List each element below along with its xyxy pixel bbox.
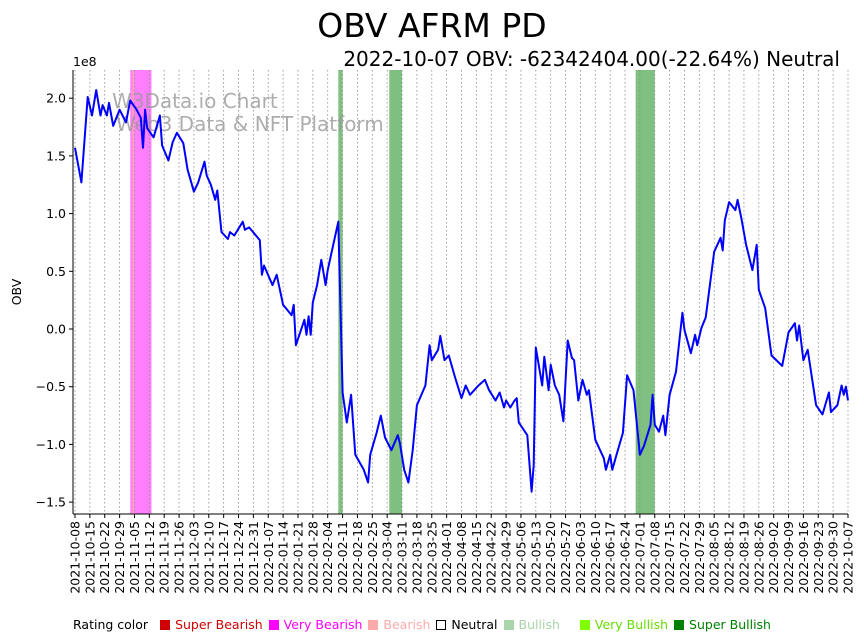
rating-band-very-bearish xyxy=(130,70,152,514)
legend-item: Super Bullish xyxy=(674,617,771,632)
x-tick-label: 2022-10-07 xyxy=(841,521,856,594)
x-tick-label: 2022-04-01 xyxy=(439,521,454,594)
y-tick-label: 0.0 xyxy=(46,322,66,337)
chart-title: OBV AFRM PD xyxy=(317,6,547,45)
legend-label: Rating color xyxy=(73,617,149,632)
legend-swatch xyxy=(368,619,379,630)
legend-swatch xyxy=(160,619,171,630)
legend-item-label: Bearish xyxy=(383,617,431,632)
y-tick-label: 0.5 xyxy=(46,264,66,279)
legend-item-label: Super Bullish xyxy=(689,617,771,632)
x-tick-label: 2022-03-11 xyxy=(395,521,410,594)
y-tick-label: 2.0 xyxy=(46,91,66,106)
legend-item: Very Bearish xyxy=(268,617,363,632)
x-tick-label: 2022-01-07 xyxy=(261,521,276,594)
legend-swatch xyxy=(674,619,685,630)
y-tick-label: −1.5 xyxy=(36,495,66,510)
x-tick-label: 2021-11-05 xyxy=(127,521,142,594)
x-tick-label: 2022-03-25 xyxy=(424,521,439,594)
chart-subtitle: 2022-10-07 OBV: -62342404.00(-22.64%) Ne… xyxy=(343,47,840,71)
legend-item: Bullish xyxy=(503,617,560,632)
x-tick-label: 2022-04-22 xyxy=(484,521,499,594)
x-tick-label: 2022-03-18 xyxy=(409,521,424,594)
x-tick-label: 2021-11-12 xyxy=(142,521,157,594)
rating-band-super-bullish xyxy=(635,70,655,514)
x-tick-label: 2022-02-25 xyxy=(365,521,380,594)
x-tick-label: 2022-01-28 xyxy=(305,521,320,594)
x-tick-label: 2021-10-15 xyxy=(82,521,97,594)
legend-swatch xyxy=(503,619,514,630)
y-tick-label: 1.5 xyxy=(46,148,66,163)
x-tick-label: 2022-06-24 xyxy=(618,521,633,594)
x-tick-label: 2022-02-04 xyxy=(320,521,335,594)
x-tick-label: 2021-11-19 xyxy=(157,521,172,594)
y-tick-label: 1.0 xyxy=(46,206,66,221)
x-tick-label: 2022-01-14 xyxy=(276,521,291,594)
x-tick-label: 2021-12-24 xyxy=(231,521,246,594)
x-tick-label: 2022-05-20 xyxy=(543,521,558,594)
x-tick-label: 2022-05-13 xyxy=(528,521,543,594)
legend-item: Bearish xyxy=(368,617,430,632)
x-tick-label: 2022-08-05 xyxy=(707,521,722,594)
x-tick-label: 2022-04-08 xyxy=(454,521,469,594)
rating-band-bearish xyxy=(132,70,135,514)
watermark-line-2: Web3 Data & NFT Platform xyxy=(116,112,384,136)
x-tick-label: 2022-07-15 xyxy=(662,521,677,594)
watermark-line-1: W3Data.io Chart xyxy=(112,89,278,113)
x-tick-label: 2022-05-06 xyxy=(513,521,528,594)
x-tick-label: 2022-09-23 xyxy=(811,521,826,594)
x-tick-label: 2022-02-18 xyxy=(350,521,365,594)
x-tick-label: 2022-09-16 xyxy=(796,521,811,594)
x-tick-label: 2022-08-26 xyxy=(751,521,766,594)
x-tick-label: 2022-06-03 xyxy=(573,521,588,594)
x-tick-label: 2021-12-31 xyxy=(246,521,261,594)
x-tick-label: 2021-12-03 xyxy=(186,521,201,594)
x-tick-label: 2021-12-17 xyxy=(216,521,231,594)
y-axis-label: OBV xyxy=(9,278,24,305)
x-tick-label: 2022-03-04 xyxy=(380,521,395,594)
x-tick-label: 2022-07-01 xyxy=(632,521,647,594)
legend-swatch xyxy=(268,619,279,630)
x-tick-label: 2022-09-30 xyxy=(826,521,841,594)
x-tick-label: 2021-10-29 xyxy=(112,521,127,594)
x-tick-label: 2022-01-21 xyxy=(290,521,305,594)
x-tick-label: 2021-10-22 xyxy=(97,521,112,594)
legend-item: Super Bearish xyxy=(160,617,263,632)
legend-item-label: Bullish xyxy=(518,617,560,632)
x-tick-label: 2022-06-17 xyxy=(603,521,618,594)
x-tick-label: 2022-07-08 xyxy=(647,521,662,594)
x-tick-label: 2022-09-02 xyxy=(766,521,781,594)
x-tick-label: 2022-02-11 xyxy=(335,521,350,594)
legend-item-label: Super Bearish xyxy=(175,617,263,632)
rating-band-super-bullish xyxy=(389,70,403,514)
y-tick-label: −1.0 xyxy=(36,437,66,452)
x-tick-label: 2022-07-29 xyxy=(692,521,707,594)
x-tick-label: 2022-06-10 xyxy=(588,521,603,594)
y-tick-label: −0.5 xyxy=(36,379,66,394)
x-tick-label: 2021-11-26 xyxy=(172,521,187,594)
y-scale-label: 1e8 xyxy=(73,54,97,69)
legend-item-label: Very Bullish xyxy=(594,617,669,632)
legend-item-label: Very Bearish xyxy=(283,617,363,632)
legend-item: Very Bullish xyxy=(579,617,669,632)
x-tick-label: 2022-05-27 xyxy=(558,521,573,594)
x-tick-label: 2022-07-22 xyxy=(677,521,692,594)
x-tick-label: 2022-09-09 xyxy=(781,521,796,594)
legend-item: Neutral xyxy=(436,617,498,632)
legend: Rating color Super Bearish Very Bearish Be… xyxy=(73,617,777,632)
x-tick-label: 2021-12-10 xyxy=(201,521,216,594)
x-tick-label: 2022-04-29 xyxy=(499,521,514,594)
x-tick-label: 2022-08-19 xyxy=(736,521,751,594)
x-tick-label: 2022-08-12 xyxy=(722,521,737,594)
obv-series-line xyxy=(74,89,849,493)
legend-swatch xyxy=(436,619,447,630)
legend-item-label: Neutral xyxy=(451,617,498,632)
legend-swatch xyxy=(579,619,590,630)
x-tick-label: 2022-04-15 xyxy=(469,521,484,594)
x-tick-label: 2021-10-08 xyxy=(68,521,83,594)
